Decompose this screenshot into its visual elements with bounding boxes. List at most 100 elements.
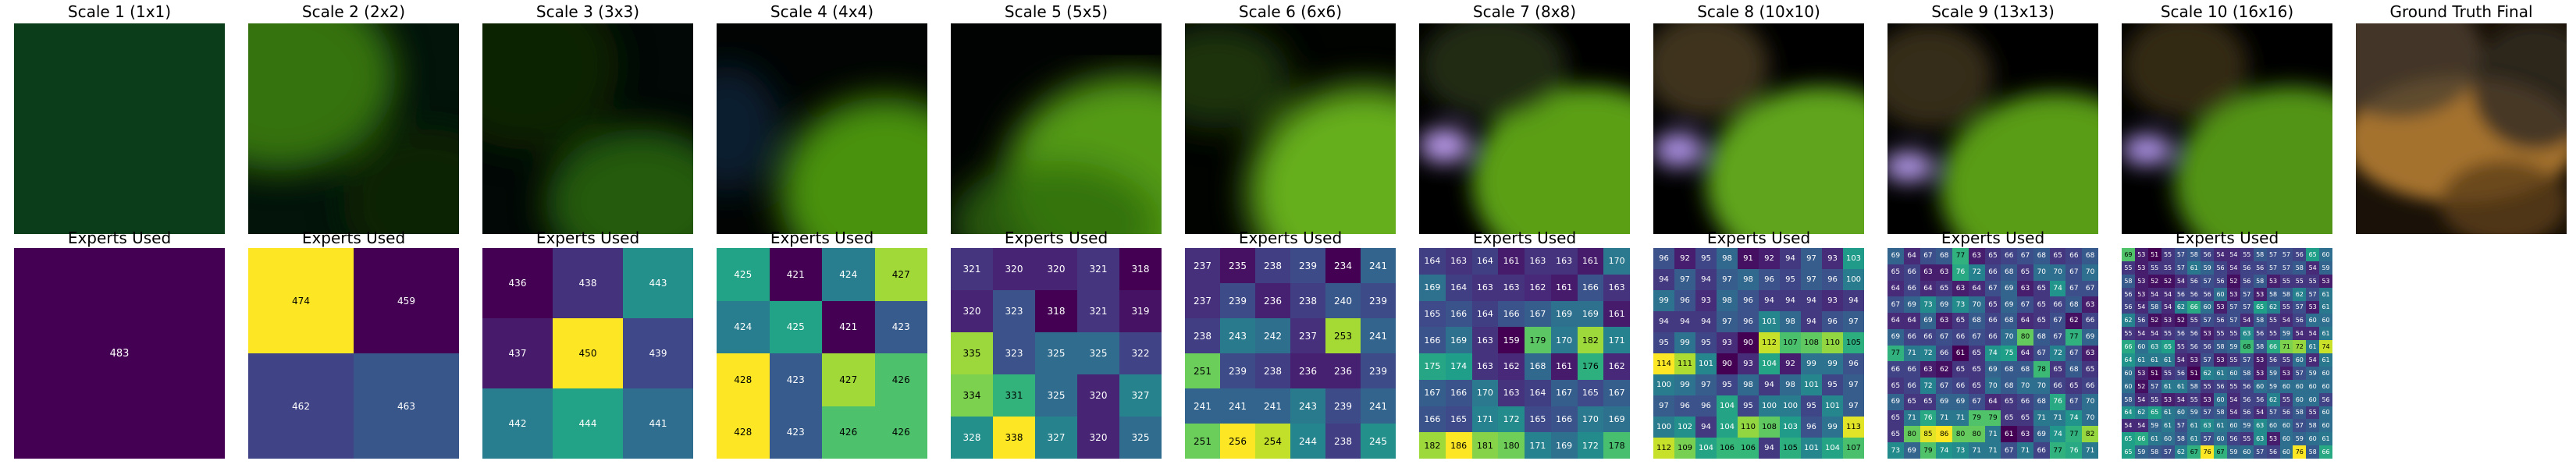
heatmap-cell: 53 bbox=[2306, 301, 2319, 314]
heatmap-cell: 161 bbox=[1498, 248, 1525, 275]
heatmap-cell: 63 bbox=[1969, 248, 1985, 264]
heatmap-cell: 101 bbox=[1822, 395, 1843, 417]
heatmap-cell: 61 bbox=[2187, 432, 2201, 445]
heatmap-cell: 483 bbox=[14, 248, 225, 459]
heatmap-cell: 171 bbox=[1525, 432, 1551, 459]
heatmap-cell: 71 bbox=[2280, 340, 2293, 353]
heatmap-cell: 66 bbox=[1920, 329, 1937, 346]
heatmap-cell: 56 bbox=[2240, 380, 2254, 393]
experts-used-title: Experts Used bbox=[1419, 229, 1630, 247]
heatmap-cell: 65 bbox=[2033, 313, 2050, 329]
heatmap-cell: 92 bbox=[1674, 248, 1695, 269]
heatmap-cell: 442 bbox=[482, 388, 553, 459]
experts-heatmap: 425 421 424 427 424 425 421 423 428 423 427 426 428 4… bbox=[717, 248, 927, 459]
experts-heatmap: 321 320 320 321 318 320 323 318 321 319 335 323 325 3… bbox=[951, 248, 1162, 459]
heatmap-cell: 62 bbox=[2293, 288, 2306, 301]
heatmap-cell: 65 bbox=[2050, 248, 2066, 264]
reconstruction-image bbox=[951, 23, 1162, 234]
heatmap-cell: 67 bbox=[1936, 329, 1952, 346]
heatmap-cell: 65 bbox=[2148, 406, 2161, 420]
heatmap-cell: 241 bbox=[1361, 388, 1396, 424]
heatmap-cell: 60 bbox=[2293, 380, 2306, 393]
heatmap-cell: 97 bbox=[1695, 374, 1717, 395]
heatmap-cell: 56 bbox=[2187, 275, 2201, 288]
heatmap-cell: 96 bbox=[1738, 311, 1759, 332]
heatmap-cell: 60 bbox=[2175, 406, 2188, 420]
heatmap-cell: 57 bbox=[2148, 380, 2161, 393]
heatmap-cell: 427 bbox=[875, 248, 928, 301]
heatmap-cell: 63 bbox=[2148, 340, 2161, 353]
heatmap-cell: 70 bbox=[2050, 264, 2066, 281]
heatmap-cell: 69 bbox=[1936, 394, 1952, 410]
heatmap-cell: 104 bbox=[1759, 353, 1780, 374]
heatmap-cell: 94 bbox=[1780, 248, 1801, 269]
heatmap-cell: 64 bbox=[1920, 281, 1937, 297]
scale-title: Scale 9 (13x13) bbox=[1888, 2, 2098, 21]
heatmap-cell: 67 bbox=[2001, 442, 2017, 459]
heatmap-cell: 52 bbox=[2135, 380, 2148, 393]
heatmap-cell: 62 bbox=[2175, 301, 2188, 314]
heatmap-cell: 57 bbox=[2293, 367, 2306, 380]
heatmap-cell: 62 bbox=[2201, 367, 2214, 380]
heatmap-cell: 67 bbox=[2082, 281, 2098, 297]
heatmap-cell: 65 bbox=[1969, 378, 1985, 394]
heatmap-cell: 238 bbox=[1255, 248, 1290, 283]
heatmap-cell: 57 bbox=[2175, 261, 2188, 275]
heatmap-cell: 256 bbox=[1220, 424, 1255, 459]
heatmap-cell: 55 bbox=[2148, 261, 2161, 275]
heatmap-cell: 71 bbox=[1936, 410, 1952, 427]
heatmap-cell: 76 bbox=[2050, 394, 2066, 410]
heatmap-cell: 55 bbox=[2214, 327, 2227, 340]
heatmap-cell: 65 bbox=[2033, 296, 2050, 313]
heatmap-cell: 53 bbox=[2161, 314, 2175, 327]
heatmap-cell: 56 bbox=[2214, 261, 2227, 275]
heatmap-cell: 60 bbox=[2267, 419, 2280, 432]
heatmap-cell: 325 bbox=[1119, 417, 1162, 459]
heatmap-cell: 60 bbox=[2319, 380, 2332, 393]
heatmap-cell: 65 bbox=[2017, 264, 2033, 281]
heatmap-cell: 53 bbox=[2135, 288, 2148, 301]
heatmap-cell: 239 bbox=[1325, 388, 1361, 424]
heatmap-cell: 180 bbox=[1498, 432, 1525, 459]
heatmap-cell: 437 bbox=[482, 318, 553, 388]
heatmap-cell: 327 bbox=[1035, 417, 1077, 459]
heatmap-cell: 94 bbox=[1801, 290, 1822, 311]
heatmap-cell: 61 bbox=[1952, 346, 1969, 362]
heatmap-cell: 101 bbox=[1801, 374, 1822, 395]
heatmap-cell: 95 bbox=[1738, 395, 1759, 417]
heatmap-cell: 54 bbox=[2306, 327, 2319, 340]
heatmap-cell: 70 bbox=[2082, 410, 2098, 427]
heatmap-cell: 53 bbox=[2319, 275, 2332, 288]
heatmap-cell: 96 bbox=[1653, 248, 1674, 269]
heatmap-cell: 60 bbox=[2306, 393, 2319, 406]
heatmap-cell: 55 bbox=[2187, 393, 2201, 406]
heatmap-cell: 100 bbox=[1843, 269, 1864, 290]
heatmap-cell: 424 bbox=[717, 301, 770, 354]
heatmap-cell: 72 bbox=[2050, 346, 2066, 362]
heatmap-cell: 82 bbox=[2082, 426, 2098, 442]
experts-heatmap: 164 163 164 161 163 163 161 170 169 164 163 163 162 1… bbox=[1419, 248, 1630, 459]
heatmap-cell: 61 bbox=[2161, 419, 2175, 432]
heatmap-cell: 169 bbox=[1578, 301, 1604, 328]
heatmap-cell: 69 bbox=[1904, 296, 1920, 313]
heatmap-cell: 57 bbox=[2267, 248, 2280, 261]
heatmap-cell: 80 bbox=[2017, 329, 2033, 346]
heatmap-cell: 79 bbox=[1969, 410, 1985, 427]
heatmap-cell: 76 bbox=[2201, 445, 2214, 459]
heatmap-cell: 65 bbox=[1888, 264, 1904, 281]
heatmap-cell: 63 bbox=[2017, 281, 2033, 297]
heatmap-cell: 58 bbox=[2175, 432, 2188, 445]
heatmap-cell: 56 bbox=[2240, 393, 2254, 406]
heatmap-cell: 74 bbox=[1936, 442, 1952, 459]
heatmap-cell: 55 bbox=[2280, 301, 2293, 314]
heatmap-cell: 61 bbox=[2175, 380, 2188, 393]
heatmap-cell: 63 bbox=[1920, 361, 1937, 378]
heatmap-cell: 58 bbox=[2214, 406, 2227, 420]
heatmap-cell: 70 bbox=[2033, 378, 2050, 394]
heatmap-cell: 60 bbox=[2280, 432, 2293, 445]
heatmap-cell: 61 bbox=[2319, 327, 2332, 340]
heatmap-cell: 55 bbox=[2240, 248, 2254, 261]
heatmap-cell: 320 bbox=[1077, 417, 1119, 459]
heatmap-cell: 237 bbox=[1185, 248, 1220, 283]
experts-used-title: Experts Used bbox=[951, 229, 1162, 247]
